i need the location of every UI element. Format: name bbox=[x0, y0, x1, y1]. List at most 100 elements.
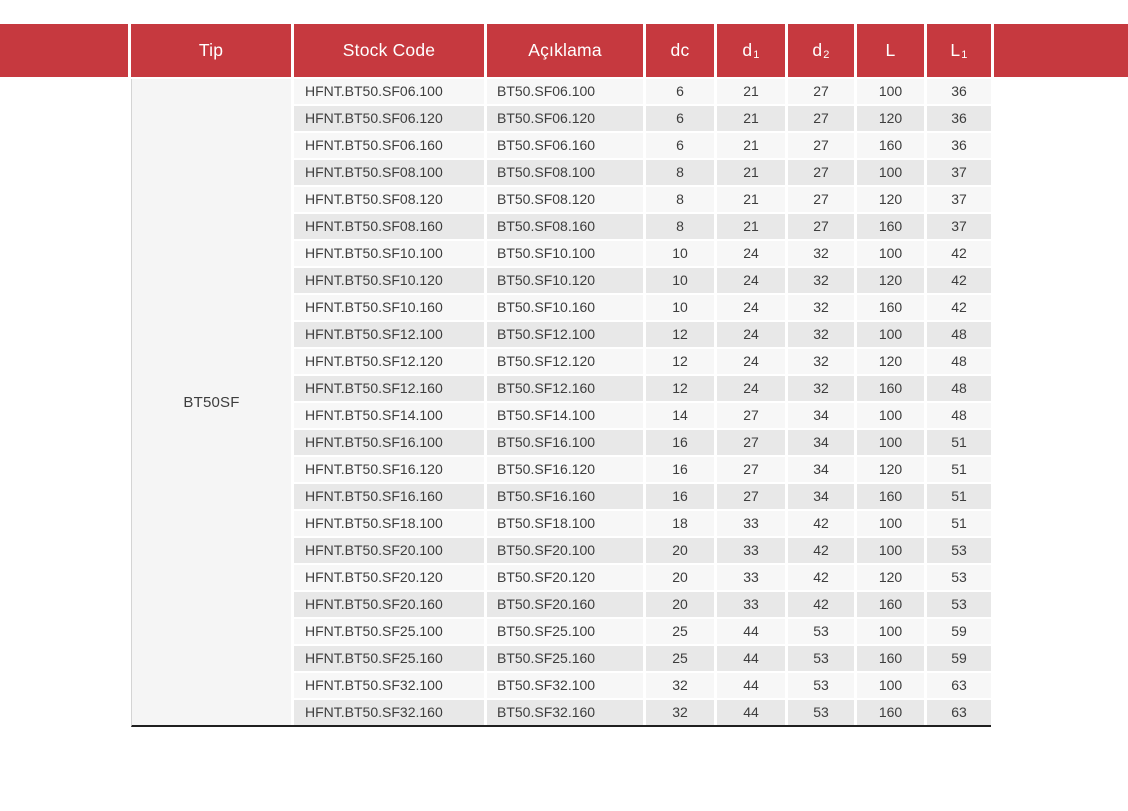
table-row: HFNT.BT50.SF10.160 BT50.SF10.160 10 24 3… bbox=[294, 295, 991, 320]
stock-code-cell: HFNT.BT50.SF08.100 bbox=[294, 160, 484, 185]
stock-code-cell: HFNT.BT50.SF32.160 bbox=[294, 700, 484, 725]
dc-cell: 10 bbox=[646, 295, 714, 320]
l1-cell: 51 bbox=[927, 430, 991, 455]
table-row: HFNT.BT50.SF12.100 BT50.SF12.100 12 24 3… bbox=[294, 322, 991, 347]
aciklama-cell: BT50.SF10.120 bbox=[487, 268, 643, 293]
aciklama-cell: BT50.SF16.160 bbox=[487, 484, 643, 509]
l1-cell: 63 bbox=[927, 673, 991, 698]
l1-cell: 51 bbox=[927, 457, 991, 482]
d2-cell: 53 bbox=[788, 673, 854, 698]
column-header-l1-base: L bbox=[950, 40, 961, 60]
data-rows: HFNT.BT50.SF06.100 BT50.SF06.100 6 21 27… bbox=[294, 79, 991, 725]
l-cell: 160 bbox=[857, 484, 924, 509]
dc-cell: 18 bbox=[646, 511, 714, 536]
table-row: HFNT.BT50.SF16.100 BT50.SF16.100 16 27 3… bbox=[294, 430, 991, 455]
l1-cell: 53 bbox=[927, 592, 991, 617]
d2-cell: 27 bbox=[788, 106, 854, 131]
l1-cell: 63 bbox=[927, 700, 991, 725]
table-row: HFNT.BT50.SF20.120 BT50.SF20.120 20 33 4… bbox=[294, 565, 991, 590]
stock-code-cell: HFNT.BT50.SF16.160 bbox=[294, 484, 484, 509]
stock-code-cell: HFNT.BT50.SF20.160 bbox=[294, 592, 484, 617]
l1-cell: 59 bbox=[927, 619, 991, 644]
aciklama-cell: BT50.SF06.100 bbox=[487, 79, 643, 104]
dc-cell: 8 bbox=[646, 214, 714, 239]
tip-merged-cell: BT50SF bbox=[132, 79, 291, 725]
stock-code-cell: HFNT.BT50.SF10.100 bbox=[294, 241, 484, 266]
d2-cell: 42 bbox=[788, 565, 854, 590]
l1-cell: 37 bbox=[927, 187, 991, 212]
table-row: HFNT.BT50.SF12.160 BT50.SF12.160 12 24 3… bbox=[294, 376, 991, 401]
stock-code-cell: HFNT.BT50.SF20.100 bbox=[294, 538, 484, 563]
l-cell: 100 bbox=[857, 673, 924, 698]
table-row: HFNT.BT50.SF08.100 BT50.SF08.100 8 21 27… bbox=[294, 160, 991, 185]
aciklama-cell: BT50.SF16.100 bbox=[487, 430, 643, 455]
d1-cell: 21 bbox=[717, 187, 785, 212]
left-margin-space bbox=[0, 79, 131, 727]
d1-cell: 24 bbox=[717, 349, 785, 374]
column-header-l1-subscript: 1 bbox=[961, 48, 968, 61]
l-cell: 120 bbox=[857, 349, 924, 374]
d2-cell: 27 bbox=[788, 214, 854, 239]
l-cell: 160 bbox=[857, 700, 924, 725]
stock-code-cell: HFNT.BT50.SF16.100 bbox=[294, 430, 484, 455]
table-row: HFNT.BT50.SF06.160 BT50.SF06.160 6 21 27… bbox=[294, 133, 991, 158]
aciklama-cell: BT50.SF32.100 bbox=[487, 673, 643, 698]
d2-cell: 34 bbox=[788, 403, 854, 428]
table-row: HFNT.BT50.SF12.120 BT50.SF12.120 12 24 3… bbox=[294, 349, 991, 374]
l-cell: 100 bbox=[857, 403, 924, 428]
aciklama-cell: BT50.SF12.100 bbox=[487, 322, 643, 347]
l-cell: 160 bbox=[857, 133, 924, 158]
aciklama-cell: BT50.SF06.120 bbox=[487, 106, 643, 131]
dc-cell: 6 bbox=[646, 79, 714, 104]
d1-cell: 24 bbox=[717, 295, 785, 320]
stock-code-cell: HFNT.BT50.SF16.120 bbox=[294, 457, 484, 482]
l-cell: 120 bbox=[857, 106, 924, 131]
d1-cell: 33 bbox=[717, 538, 785, 563]
aciklama-cell: BT50.SF18.100 bbox=[487, 511, 643, 536]
l-cell: 120 bbox=[857, 187, 924, 212]
l1-cell: 51 bbox=[927, 511, 991, 536]
d1-cell: 27 bbox=[717, 430, 785, 455]
d1-cell: 27 bbox=[717, 484, 785, 509]
aciklama-cell: BT50.SF25.100 bbox=[487, 619, 643, 644]
d1-cell: 21 bbox=[717, 214, 785, 239]
l1-cell: 42 bbox=[927, 241, 991, 266]
stock-code-cell: HFNT.BT50.SF12.100 bbox=[294, 322, 484, 347]
stock-code-cell: HFNT.BT50.SF08.120 bbox=[294, 187, 484, 212]
l1-cell: 59 bbox=[927, 646, 991, 671]
l-cell: 160 bbox=[857, 592, 924, 617]
d1-cell: 21 bbox=[717, 133, 785, 158]
dc-cell: 6 bbox=[646, 133, 714, 158]
l1-cell: 51 bbox=[927, 484, 991, 509]
aciklama-cell: BT50.SF08.120 bbox=[487, 187, 643, 212]
table-row: HFNT.BT50.SF32.160 BT50.SF32.160 32 44 5… bbox=[294, 700, 991, 725]
stock-code-cell: HFNT.BT50.SF06.120 bbox=[294, 106, 484, 131]
d2-cell: 32 bbox=[788, 349, 854, 374]
d1-cell: 33 bbox=[717, 511, 785, 536]
aciklama-cell: BT50.SF32.160 bbox=[487, 700, 643, 725]
dc-cell: 20 bbox=[646, 565, 714, 590]
stock-code-cell: HFNT.BT50.SF25.100 bbox=[294, 619, 484, 644]
dc-cell: 10 bbox=[646, 268, 714, 293]
dc-cell: 12 bbox=[646, 349, 714, 374]
d2-cell: 42 bbox=[788, 511, 854, 536]
stock-code-cell: HFNT.BT50.SF10.160 bbox=[294, 295, 484, 320]
column-header-aciklama: Açıklama bbox=[487, 24, 643, 77]
column-header-d2-base: d bbox=[812, 40, 823, 60]
d1-cell: 44 bbox=[717, 673, 785, 698]
l1-cell: 36 bbox=[927, 79, 991, 104]
table-row: HFNT.BT50.SF20.100 BT50.SF20.100 20 33 4… bbox=[294, 538, 991, 563]
l1-cell: 36 bbox=[927, 133, 991, 158]
l1-cell: 48 bbox=[927, 376, 991, 401]
dc-cell: 12 bbox=[646, 376, 714, 401]
l-cell: 160 bbox=[857, 295, 924, 320]
d2-cell: 32 bbox=[788, 295, 854, 320]
d2-cell: 34 bbox=[788, 457, 854, 482]
dc-cell: 25 bbox=[646, 619, 714, 644]
table-row: HFNT.BT50.SF14.100 BT50.SF14.100 14 27 3… bbox=[294, 403, 991, 428]
l-cell: 100 bbox=[857, 619, 924, 644]
aciklama-cell: BT50.SF14.100 bbox=[487, 403, 643, 428]
l-cell: 100 bbox=[857, 322, 924, 347]
l-cell: 120 bbox=[857, 268, 924, 293]
